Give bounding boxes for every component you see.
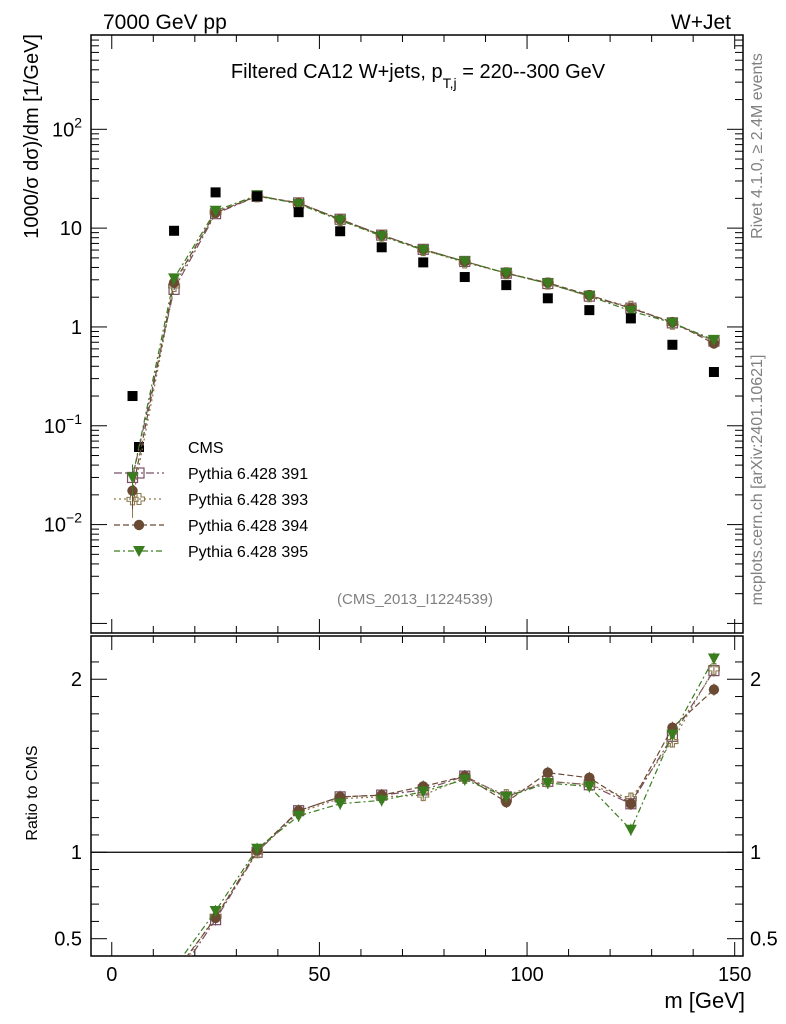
series-394-ratio-point xyxy=(542,767,554,778)
mcplots-label: mcplots.cern.ch [arXiv:2401.10621] xyxy=(749,355,766,606)
y-tick-label: 1 xyxy=(71,317,82,339)
ratio-y-axis-label: Ratio to CMS xyxy=(24,745,41,840)
ratio-tick-label-right: 1 xyxy=(750,842,761,864)
series-393-point xyxy=(126,493,139,506)
main-panel-frame xyxy=(90,34,744,634)
chart-title: Filtered CA12 W+jets, pT,j = 220--300 Ge… xyxy=(231,61,606,91)
x-tick-label: 0 xyxy=(106,964,117,986)
series-395-point xyxy=(168,273,181,285)
series-393-ratio-point xyxy=(707,662,720,675)
title-rest: = 220--300 GeV xyxy=(457,61,606,83)
series-395-point xyxy=(458,256,471,268)
data-point xyxy=(127,391,138,402)
legend-label: CMS xyxy=(188,440,224,457)
series-395-line xyxy=(131,194,715,478)
title-main: Filtered CA12 W+jets, p xyxy=(231,61,443,83)
y-tick-label: 102 xyxy=(52,114,82,141)
legend-label: Pythia 6.428 394 xyxy=(188,518,308,535)
ratio-tick-label-right: 2 xyxy=(750,669,761,691)
series-395-ratio-point xyxy=(541,778,554,790)
ratio-plot-area xyxy=(182,652,720,956)
series-395-point xyxy=(375,231,388,243)
series-395-point xyxy=(209,205,222,217)
series-395-ratio-point xyxy=(666,729,679,741)
title-sub: T,j xyxy=(443,75,457,91)
legend-label: Pythia 6.428 395 xyxy=(188,544,308,561)
y-tick-label: 10−1 xyxy=(44,411,82,438)
analysis-watermark: (CMS_2013_I1224539) xyxy=(337,591,493,608)
legend: CMS Pythia 6.428 391 Pythia 6.428 393 Pythi… xyxy=(114,440,308,561)
legend-marker xyxy=(132,492,146,506)
series-395-point xyxy=(666,317,679,329)
series-395-point xyxy=(707,334,720,346)
ratio-tick-label: 2 xyxy=(71,669,82,691)
series-395-point xyxy=(624,306,637,318)
ratio-tick-label-right: 0.5 xyxy=(750,929,778,951)
series-395-point xyxy=(126,472,139,484)
ratio-tick-label: 1 xyxy=(71,842,82,864)
series-394-ratio-point xyxy=(708,684,720,695)
series-395-ratio-point xyxy=(624,824,637,836)
x-tick-label: 150 xyxy=(718,964,751,986)
data-point xyxy=(169,225,180,236)
axes: 0 50 100 150 10−2 10−1 1 10 102 0.5 0.5 1 1 2 2 xyxy=(44,34,778,986)
series-391-line xyxy=(131,195,715,478)
series-394-ratio-point xyxy=(584,772,595,784)
data-point xyxy=(584,305,595,316)
data-point xyxy=(418,257,429,268)
data-point xyxy=(293,207,304,218)
series-395-ratio-point xyxy=(375,795,388,807)
legend-marker xyxy=(133,546,145,557)
header-left: 7000 GeV pp xyxy=(103,11,227,34)
series-394-ratio-line xyxy=(186,689,715,956)
series-395-ratio-point xyxy=(583,781,596,793)
series-395-point xyxy=(417,245,430,257)
y-tick-label: 10−2 xyxy=(44,510,82,537)
data-point xyxy=(459,272,470,283)
data-point xyxy=(376,242,387,253)
ratio-tick-label: 0.5 xyxy=(54,929,82,951)
series-391-ratio-line xyxy=(190,670,715,956)
series-395-ratio-point xyxy=(458,774,471,786)
series-395-ratio-point xyxy=(707,653,720,665)
legend-marker xyxy=(133,519,145,531)
data-point xyxy=(708,367,719,378)
x-tick-label: 50 xyxy=(308,964,330,986)
data-point xyxy=(210,187,221,198)
series-395-ratio-point xyxy=(500,791,513,803)
x-axis-label: m [GeV] xyxy=(664,988,745,1013)
y-axis-label: 1000/σ dσ)/dm [1/GeV] xyxy=(21,34,43,239)
data-point xyxy=(252,191,263,202)
series-393-ratio-point xyxy=(666,735,679,748)
data-point xyxy=(667,339,678,350)
ratio-panel-frame xyxy=(90,635,744,957)
series-395-ratio-point xyxy=(292,810,305,822)
series-395-ratio-point xyxy=(251,843,264,855)
main-plot-area xyxy=(126,187,720,518)
data-point xyxy=(542,293,553,304)
series-395-ratio-point xyxy=(334,798,347,810)
series-395-ratio-line xyxy=(182,658,715,956)
series-395-ratio-point xyxy=(417,786,430,798)
series-395-ratio-point xyxy=(209,906,222,918)
legend-label: Pythia 6.428 393 xyxy=(188,492,308,509)
series-395-point xyxy=(541,278,554,290)
marks xyxy=(126,187,720,956)
series-395-point xyxy=(334,215,347,227)
y-tick-label: 10 xyxy=(60,218,82,240)
series-393-ratio-line xyxy=(187,668,715,956)
series-395-point xyxy=(583,291,596,303)
series-395-point xyxy=(500,268,513,280)
legend-label: Pythia 6.428 391 xyxy=(188,466,308,483)
data-point xyxy=(501,280,512,291)
x-tick-label: 100 xyxy=(510,964,543,986)
series-394-ratio-point xyxy=(625,798,637,809)
data-point xyxy=(335,226,346,237)
header-right: W+Jet xyxy=(671,11,731,34)
series-395-point xyxy=(292,199,305,211)
rivet-label: Rivet 4.1.0, ≥ 2.4M events xyxy=(749,53,766,239)
data-point xyxy=(625,313,636,324)
